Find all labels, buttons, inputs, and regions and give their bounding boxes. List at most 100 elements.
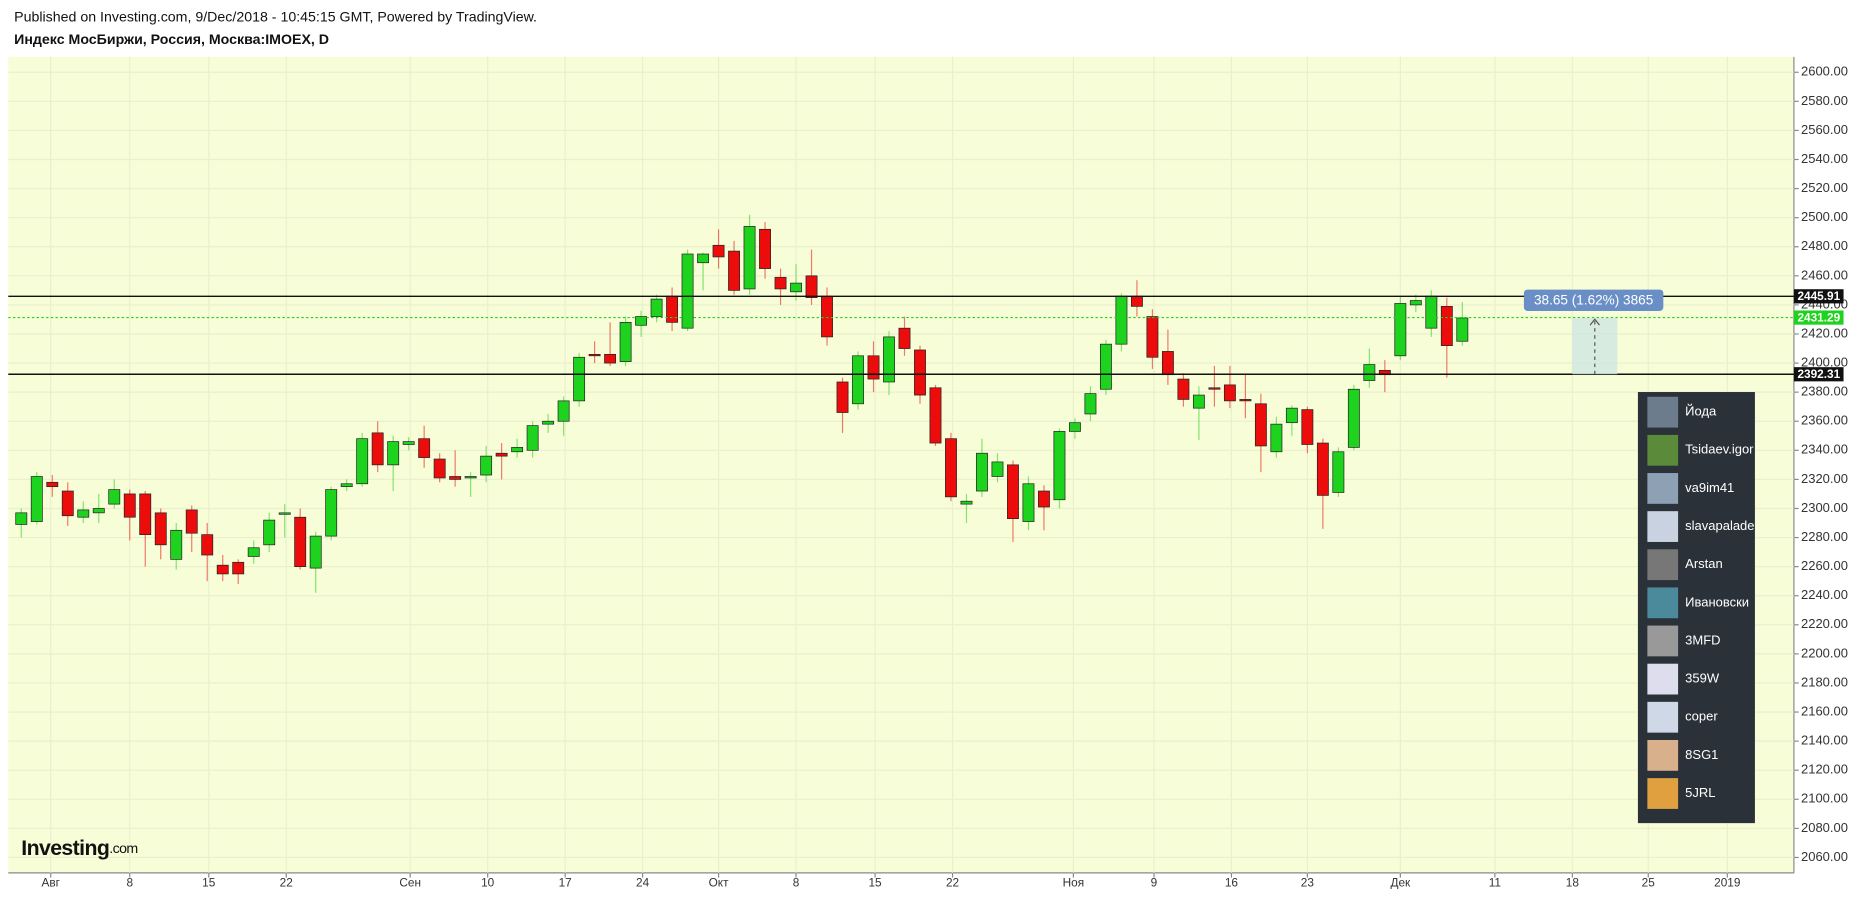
level-label-box [1793,289,1844,304]
candle-body [650,298,663,317]
candle-body [46,481,59,488]
candle-body [991,461,1004,477]
candle-body [1007,464,1019,520]
candle-body [712,244,725,258]
y-tick-label: 2500.00 [1801,209,1848,224]
last-price-box [1793,310,1844,325]
logo-brand: Investing [21,836,109,860]
level-label-box [1793,367,1844,382]
y-tick-label: 2560.00 [1801,122,1848,137]
symbol-title: Индекс МосБиржи, Россия, Москва:IMOEX, D [14,32,329,48]
y-tick-label: 2300.00 [1801,500,1848,515]
candle-body [1053,431,1066,501]
last-price-label: 2431.29 [1797,310,1840,324]
y-tick-label: 2180.00 [1801,674,1848,689]
candle-body [201,534,214,556]
x-tick-label: Авг [41,876,59,890]
candle-body [1208,387,1221,390]
candle-body [1347,388,1360,448]
candle-body [1409,300,1422,306]
candle-body [464,476,477,479]
user-avatar [1647,434,1679,466]
candle-body [1239,399,1252,402]
candle-body [92,508,105,514]
candle-body [511,447,524,453]
y-tick-label: 2240.00 [1801,587,1848,602]
user-avatar [1647,473,1679,504]
candle-body [1394,303,1407,357]
candle-body [526,425,539,451]
candle-body [1285,407,1298,424]
candle-body [449,476,462,480]
x-tick-label: 15 [202,876,216,890]
user-name: 5JRL [1685,785,1715,800]
candle-body [1161,351,1174,376]
y-tick-label: 2460.00 [1801,267,1848,282]
candle-body [836,381,849,413]
y-tick-label: 2420.00 [1801,325,1848,340]
candle-body [402,441,415,445]
y-tick-label: 2220.00 [1801,616,1848,631]
y-tick-label: 2320.00 [1801,471,1848,486]
level-label: 2445.91 [1797,289,1840,303]
candle-body [635,316,648,326]
candle-body [914,349,926,396]
user-name: va9im41 [1685,480,1734,495]
x-tick-label: 24 [636,876,650,890]
candle-body [480,455,493,476]
x-tick-label: 8 [126,876,133,890]
candle-body [185,509,198,534]
candle-body [867,355,880,380]
x-tick-label: 23 [1301,876,1315,890]
y-tick-label: 2140.00 [1801,733,1848,748]
y-tick-label: 2160.00 [1801,703,1848,718]
candle-body [371,432,384,466]
x-tick-label: Сен [399,876,421,890]
user-name: slavapalade [1685,518,1754,533]
candle-body [263,519,276,546]
user-avatar [1647,396,1679,428]
x-tick-label: 25 [1642,876,1656,890]
y-tick-label: 2340.00 [1801,442,1848,457]
candle-body [232,561,245,575]
candle-body [557,400,570,422]
candle-body [1425,295,1438,329]
candle-body [821,295,833,338]
candle-body [697,253,709,264]
candle-body [604,353,617,364]
candle-body [852,355,864,405]
candle-body [123,493,136,518]
candle-body [1332,451,1345,493]
measure-label: 38.65 (1.62%) 3865 [1534,292,1653,307]
y-tick-label: 2280.00 [1801,529,1848,544]
candle-body [278,512,291,515]
candle-body [340,483,353,488]
x-tick-label: Ноя [1063,876,1085,890]
candle-body [325,489,338,537]
user-avatar [1647,739,1679,771]
candle-body [1069,422,1081,432]
x-tick-label: 18 [1566,876,1580,890]
candle-body [356,438,369,485]
x-tick-label: 17 [559,876,572,890]
user-avatar [1647,549,1679,581]
candle-body [247,547,260,557]
candle-body [108,489,121,505]
user-name: 3MFD [1685,632,1720,647]
logo: Investing.com [21,836,137,860]
user-name: Tsidaev.igor [1685,442,1754,457]
candle-body [495,452,508,457]
x-tick-label: 15 [868,876,882,890]
candle-body [790,282,802,293]
candle-body [15,512,28,525]
candle-body [774,276,787,290]
x-tick-label: 2019 [1714,876,1741,890]
candle-body [1100,343,1112,390]
candle-body [743,226,756,290]
x-tick-label: 16 [1225,876,1239,890]
y-tick-label: 2260.00 [1801,558,1848,573]
candle-body [728,250,740,291]
candle-body [759,228,771,269]
user-avatar [1647,701,1679,733]
